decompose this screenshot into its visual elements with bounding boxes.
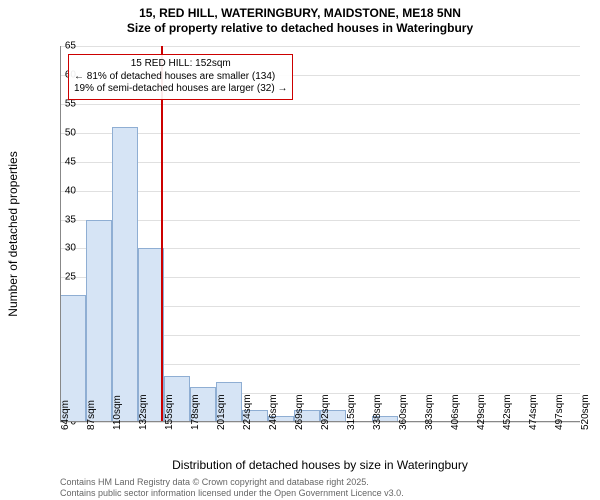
annotation-title: 15 RED HILL: 152sqm — [74, 58, 287, 71]
histogram-bar — [86, 220, 112, 422]
chart-title-line2: Size of property relative to detached ho… — [0, 21, 600, 36]
annotation-line2: 19% of semi-detached houses are larger (… — [74, 83, 287, 96]
y-axis-line — [60, 46, 61, 422]
annotation-line1: ← 81% of detached houses are smaller (13… — [74, 71, 287, 84]
chart-title-block: 15, RED HILL, WATERINGBURY, MAIDSTONE, M… — [0, 0, 600, 36]
plot-area: 15 RED HILL: 152sqm ← 81% of detached ho… — [60, 46, 580, 422]
x-axis-label: Distribution of detached houses by size … — [60, 458, 580, 472]
footer-line2: Contains public sector information licen… — [60, 488, 404, 498]
footer-line1: Contains HM Land Registry data © Crown c… — [60, 477, 404, 487]
chart-title-line1: 15, RED HILL, WATERINGBURY, MAIDSTONE, M… — [0, 6, 600, 21]
histogram-bars — [60, 46, 580, 422]
histogram-bar — [112, 127, 138, 422]
reference-marker-line — [161, 46, 163, 422]
annotation-box: 15 RED HILL: 152sqm ← 81% of detached ho… — [68, 54, 293, 100]
chart-container: 15, RED HILL, WATERINGBURY, MAIDSTONE, M… — [0, 0, 600, 500]
y-axis-label: Number of detached properties — [6, 46, 24, 422]
footer-attribution: Contains HM Land Registry data © Crown c… — [60, 477, 404, 498]
